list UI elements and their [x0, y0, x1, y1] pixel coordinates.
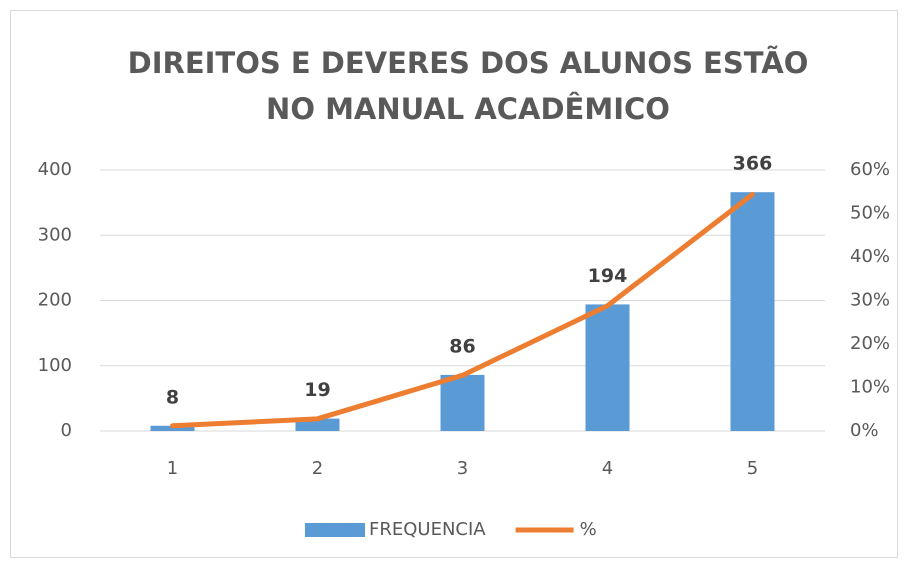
y2-tick-label: 60%: [850, 159, 890, 180]
y-tick-label: 100: [38, 355, 72, 376]
legend-swatch: [305, 523, 365, 537]
data-label: 19: [304, 379, 330, 401]
y-tick-label: 0: [61, 420, 72, 441]
x-tick-label: 1: [167, 458, 178, 479]
y2-tick-label: 30%: [850, 290, 890, 311]
data-label: 8: [166, 386, 179, 408]
y2-tick-label: 40%: [850, 246, 890, 267]
y-tick-label: 300: [38, 224, 72, 245]
bar: [730, 192, 775, 431]
bar: [440, 374, 485, 431]
y-tick-label: 200: [38, 290, 72, 311]
line: [170, 191, 755, 429]
data-label: 86: [449, 335, 475, 357]
data-label: 194: [588, 265, 628, 287]
y2-tick-label: 20%: [850, 333, 890, 354]
x-tick-label: 2: [312, 458, 323, 479]
legend-label: %: [580, 519, 597, 540]
y2-tick-label: 10%: [850, 377, 890, 398]
chart-title: DIREITOS E DEVERES DOS ALUNOS ESTÃO NO M…: [127, 46, 809, 126]
bar: [150, 425, 195, 431]
x-tick-label: 5: [747, 458, 758, 479]
y2-tick-label: 0%: [850, 420, 879, 441]
bar: [585, 304, 630, 431]
legend-label: FREQUENCIA: [369, 519, 486, 540]
data-label: 366: [733, 153, 773, 175]
y2-tick-label: 50%: [850, 203, 890, 224]
x-tick-label: 4: [602, 458, 613, 479]
x-tick-label: 3: [457, 458, 468, 479]
y-tick-label: 400: [38, 159, 72, 180]
